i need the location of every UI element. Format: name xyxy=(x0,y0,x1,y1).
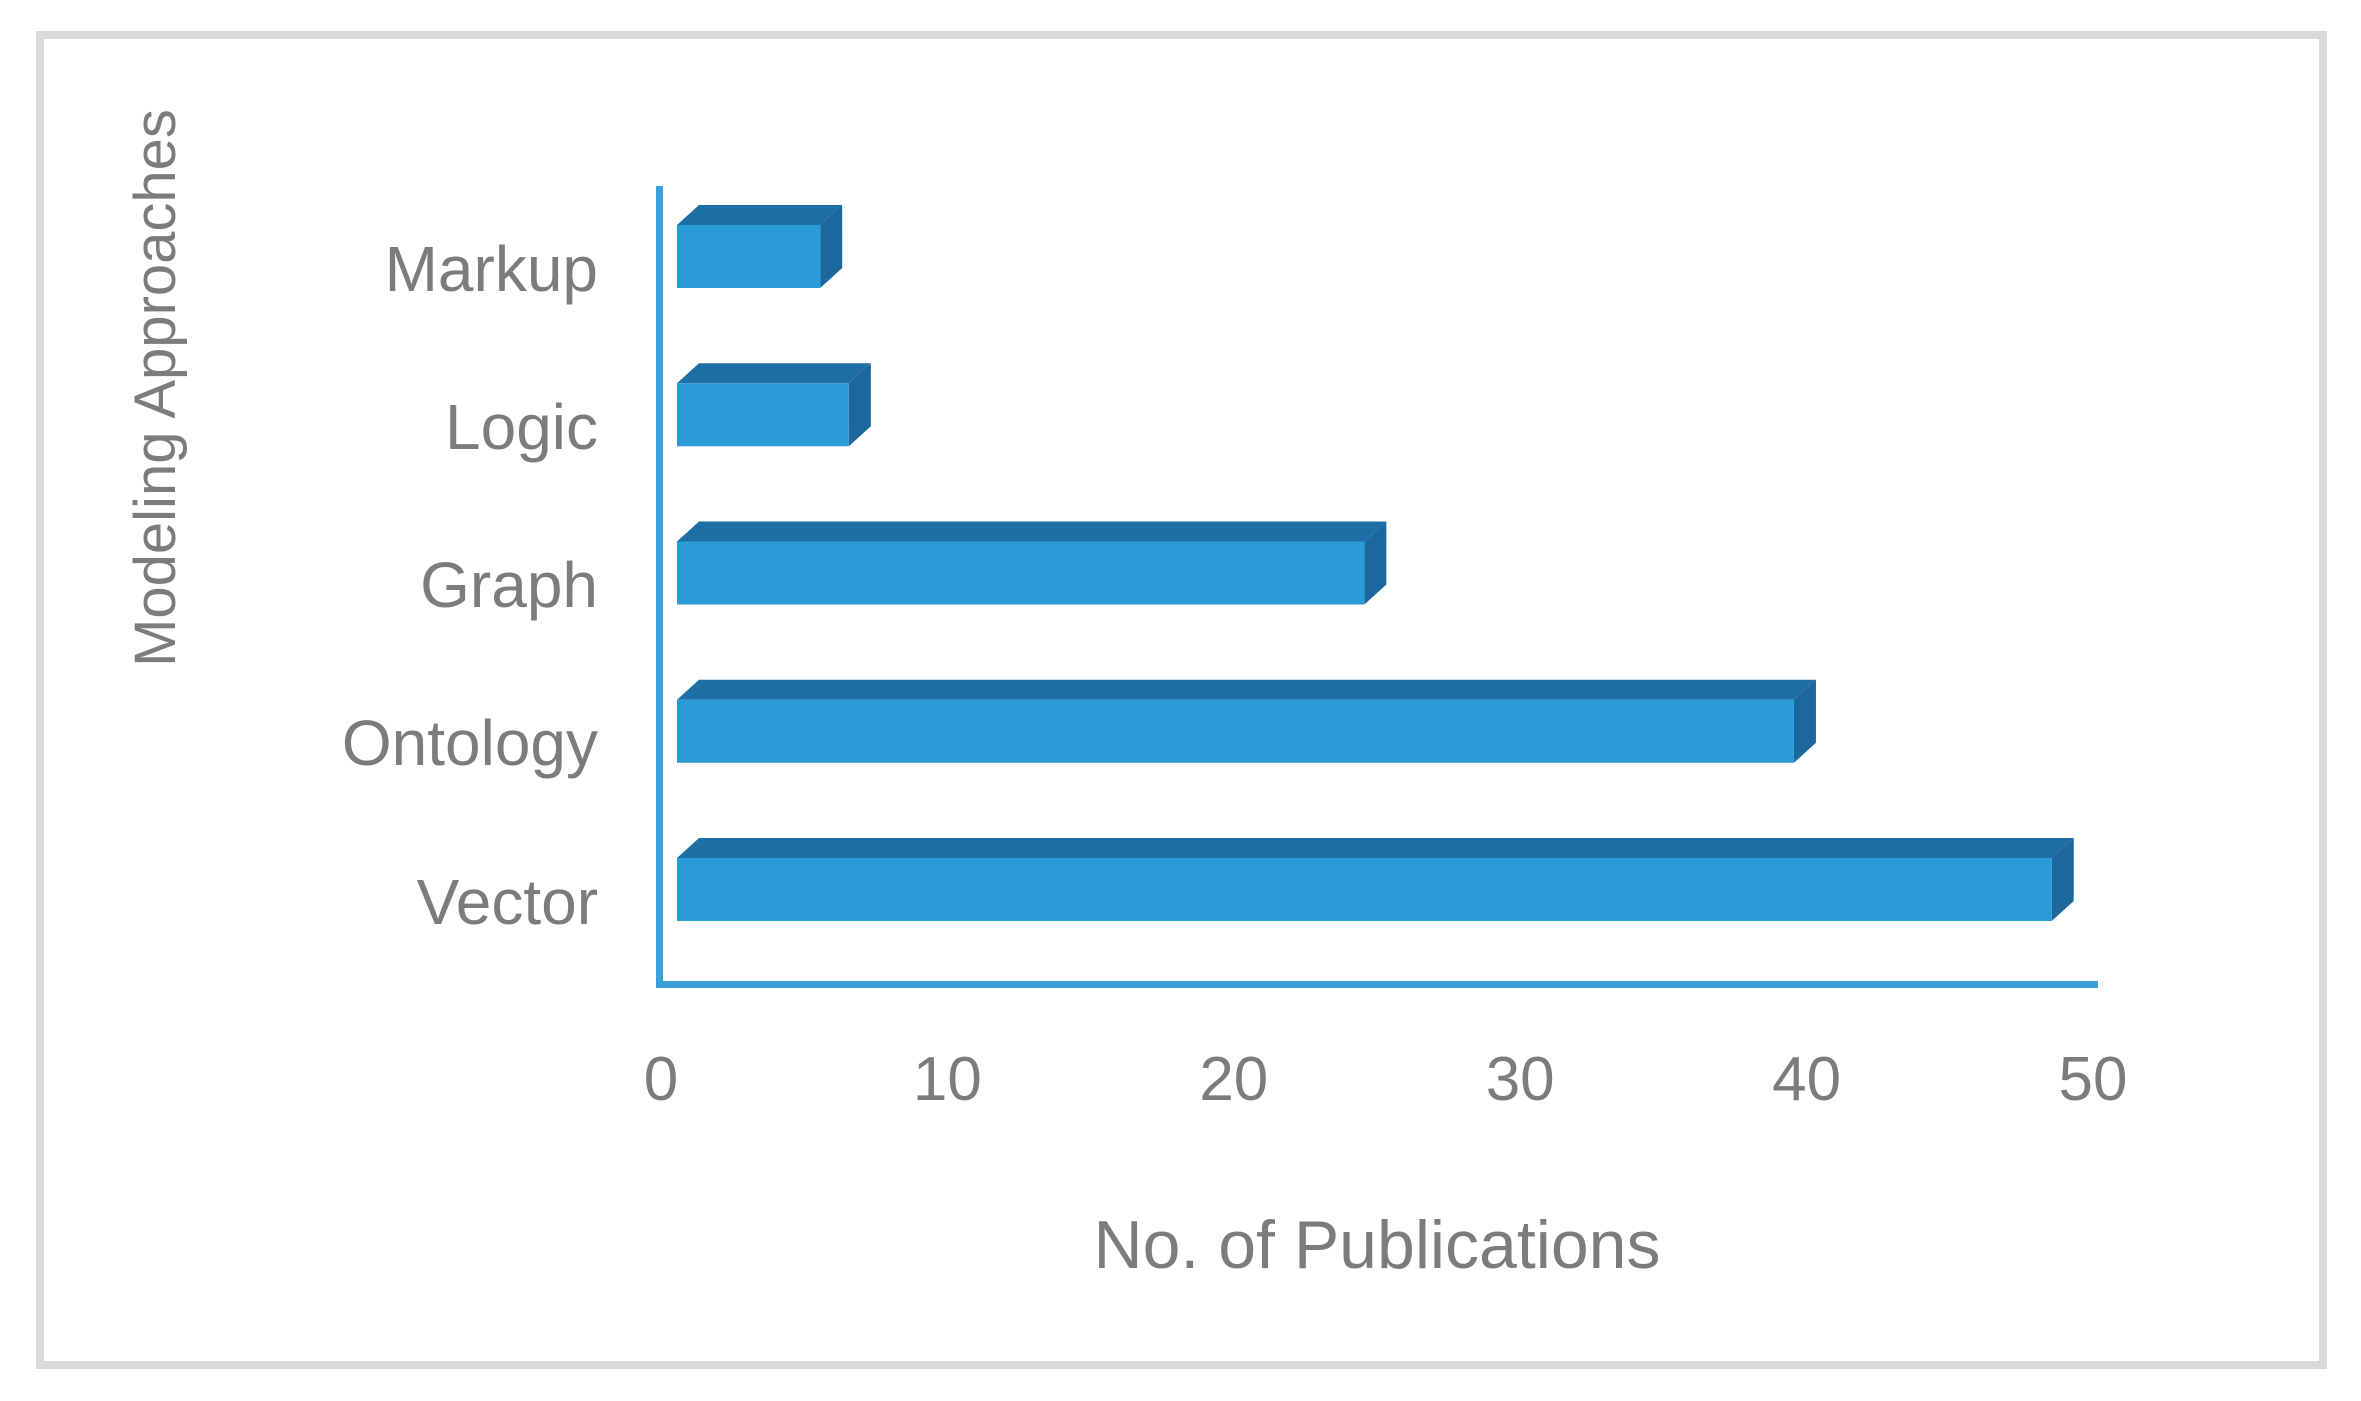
bar-side-face-markup xyxy=(820,205,843,288)
bar-ontology xyxy=(677,699,1794,763)
category-label-ontology: Ontology xyxy=(341,707,598,780)
category-label-vector: Vector xyxy=(416,865,598,938)
bar-top-face-logic xyxy=(677,363,871,384)
bar-markup xyxy=(677,225,821,288)
bar-side-face-logic xyxy=(848,363,871,447)
category-label-markup: Markup xyxy=(384,232,598,305)
x-tick-label-50: 50 xyxy=(2058,1045,2128,1114)
bar-side-face-graph xyxy=(1364,521,1387,605)
bar-vector xyxy=(677,858,2052,921)
category-label-graph: Graph xyxy=(420,549,598,621)
bar-logic xyxy=(677,383,849,447)
x-tick-label-20: 20 xyxy=(1199,1045,1269,1114)
y-axis-title: Modeling Approaches xyxy=(123,109,188,667)
figure-frame xyxy=(36,31,2327,1369)
bar-top-face-ontology xyxy=(677,679,1816,700)
bar-top-face-markup xyxy=(677,205,843,225)
bar-side-face-ontology xyxy=(1793,679,1816,763)
x-tick-label-10: 10 xyxy=(912,1045,982,1114)
x-axis-line xyxy=(656,981,2098,988)
bar-side-face-vector xyxy=(2051,838,2074,921)
bar-top-face-vector xyxy=(677,838,2074,858)
x-tick-label-30: 30 xyxy=(1485,1045,1555,1114)
bar-top-face-graph xyxy=(677,521,1387,542)
x-tick-label-0: 0 xyxy=(643,1045,679,1114)
x-tick-label-40: 40 xyxy=(1772,1045,1842,1114)
y-axis-line xyxy=(656,186,663,988)
bar-graph xyxy=(677,541,1365,605)
x-axis-title: No. of Publications xyxy=(1093,1207,1661,1283)
category-label-logic: Logic xyxy=(445,390,598,463)
